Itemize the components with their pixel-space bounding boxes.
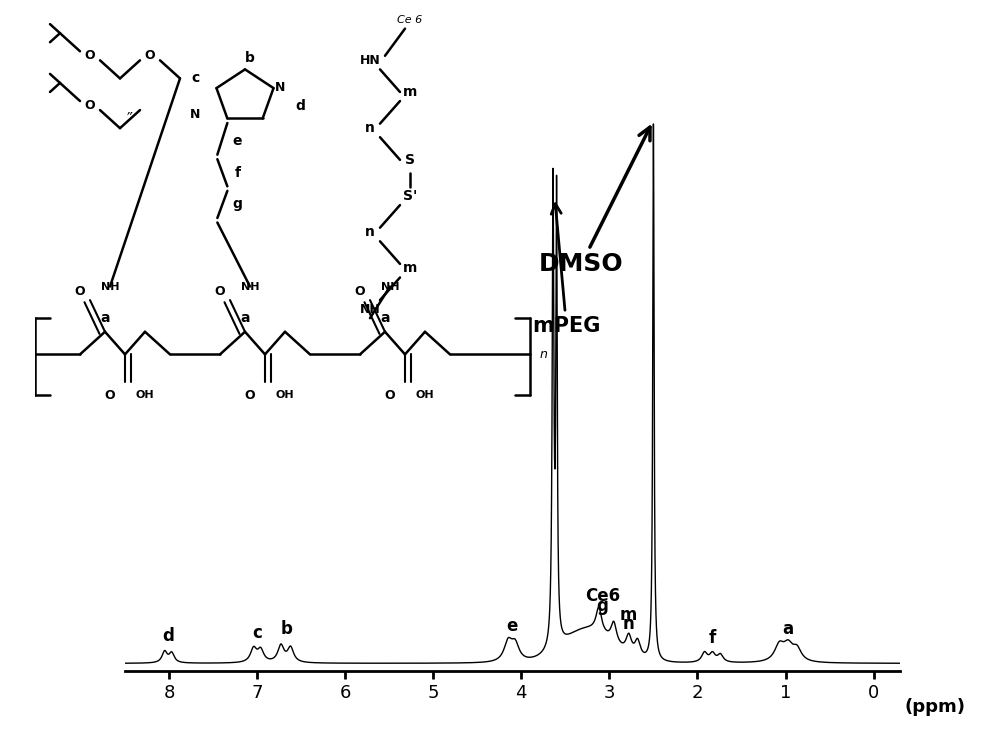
Text: O: O [355, 284, 365, 298]
Text: m: m [403, 85, 417, 99]
Text: mPEG: mPEG [532, 204, 601, 336]
Text: n: n [365, 225, 375, 239]
Text: O: O [145, 49, 155, 63]
Text: a: a [240, 311, 250, 325]
Text: N: N [275, 81, 285, 94]
Text: O: O [385, 388, 395, 402]
Text: a: a [783, 620, 794, 638]
Text: Ce6: Ce6 [585, 587, 620, 605]
Text: NH: NH [360, 302, 380, 316]
Text: O: O [75, 284, 85, 298]
Text: Ce 6: Ce 6 [397, 14, 423, 25]
Text: e: e [506, 618, 517, 636]
Text: NH: NH [241, 281, 259, 292]
Text: ′′: ′′ [126, 112, 134, 127]
Text: HN: HN [360, 54, 380, 67]
Text: g: g [232, 198, 242, 211]
Text: O: O [245, 388, 255, 402]
Text: NH: NH [101, 281, 119, 292]
Text: n: n [540, 348, 548, 361]
Text: d: d [295, 99, 305, 112]
Text: m: m [620, 606, 637, 624]
Text: c: c [252, 624, 262, 642]
Text: a: a [380, 311, 390, 325]
Text: d: d [162, 627, 174, 645]
Text: S: S [405, 153, 415, 167]
Text: e: e [233, 134, 242, 148]
Text: n: n [623, 615, 635, 633]
Text: OH: OH [276, 390, 294, 400]
Text: S': S' [403, 189, 417, 203]
Text: c: c [191, 72, 199, 85]
Text: O: O [105, 388, 115, 402]
Text: DMSO: DMSO [539, 127, 650, 277]
Text: n: n [365, 121, 375, 135]
Text: f: f [709, 629, 716, 647]
Text: NH: NH [381, 281, 399, 292]
Text: m: m [403, 262, 417, 275]
Text: a: a [100, 311, 110, 325]
Text: OH: OH [416, 390, 434, 400]
Text: b: b [245, 51, 255, 65]
Text: O: O [85, 99, 95, 112]
Text: OH: OH [136, 390, 154, 400]
Text: N: N [190, 108, 200, 121]
Text: f: f [234, 166, 240, 179]
Text: O: O [85, 49, 95, 63]
Text: O: O [215, 284, 225, 298]
Text: b: b [280, 620, 292, 638]
Text: g: g [596, 597, 608, 615]
Text: (ppm): (ppm) [904, 698, 965, 716]
